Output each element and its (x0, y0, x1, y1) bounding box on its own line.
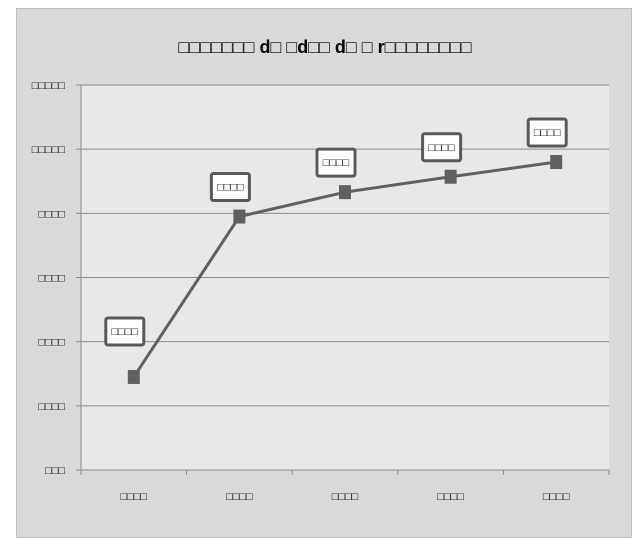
y-tick-label: □□□□□ (32, 80, 66, 92)
data-point (339, 185, 351, 200)
gridlines (81, 84, 609, 407)
series (127, 155, 563, 384)
data-label: □□□□ (104, 316, 146, 347)
data-label-text: □□□□ (217, 182, 244, 194)
data-label-text: □□□□ (323, 157, 350, 169)
y-tick-label: □□□□□ (32, 144, 66, 156)
data-label-text: □□□□ (428, 142, 455, 154)
line-chart: □□□□□□□□□□□□□□□□□□□□□□□□□□□□□□□□□ □□□□ □□□… (32, 37, 610, 503)
data-labels: □□□□ □□□□ □□□□ □□□□ □□□□ (104, 117, 568, 347)
data-point (127, 369, 140, 384)
x-tick-label: □□□□ (543, 491, 570, 503)
y-tick-label: □□□ (45, 465, 65, 477)
data-point (233, 209, 246, 224)
data-label-box (421, 132, 463, 163)
data-label: □□□□ (209, 172, 251, 203)
x-tick-label: □□□□ (121, 491, 148, 503)
chart-title: □□□□□□□ d□ □d□□ d□ □ r□□□□□□□□ (178, 37, 471, 57)
y-tick-label: □□□□ (38, 208, 65, 220)
data-label: □□□□ (526, 117, 568, 148)
y-tick-label: □□□□ (38, 337, 65, 349)
x-tick-label: □□□□ (332, 491, 359, 503)
data-label-box (104, 316, 146, 347)
y-tick-label: □□□□ (38, 273, 65, 285)
data-point (550, 155, 563, 169)
x-tick-label: □□□□ (226, 491, 253, 503)
chart-frame: □□□ □□□□ □□□□ □□□□ □□□□ □□□□□ □□□□□ □□□□ □□□□ □□□… (16, 8, 632, 538)
data-label: □□□□ (421, 132, 463, 163)
y-tick-label: □□□□ (38, 401, 65, 413)
data-point (444, 169, 457, 184)
data-label-text: □□□□ (534, 127, 561, 139)
data-label-text: □□□□ (112, 326, 139, 338)
data-label-box (209, 172, 251, 203)
data-label: □□□□ (315, 147, 357, 178)
axes: □□□□□□□□□□□□□□□□□□□□□□□□□□□□□□□□□ □□□□ □□□… (32, 80, 610, 503)
data-label-box (315, 147, 357, 178)
data-label-box (526, 117, 568, 148)
x-tick-label: □□□□ (437, 491, 464, 503)
